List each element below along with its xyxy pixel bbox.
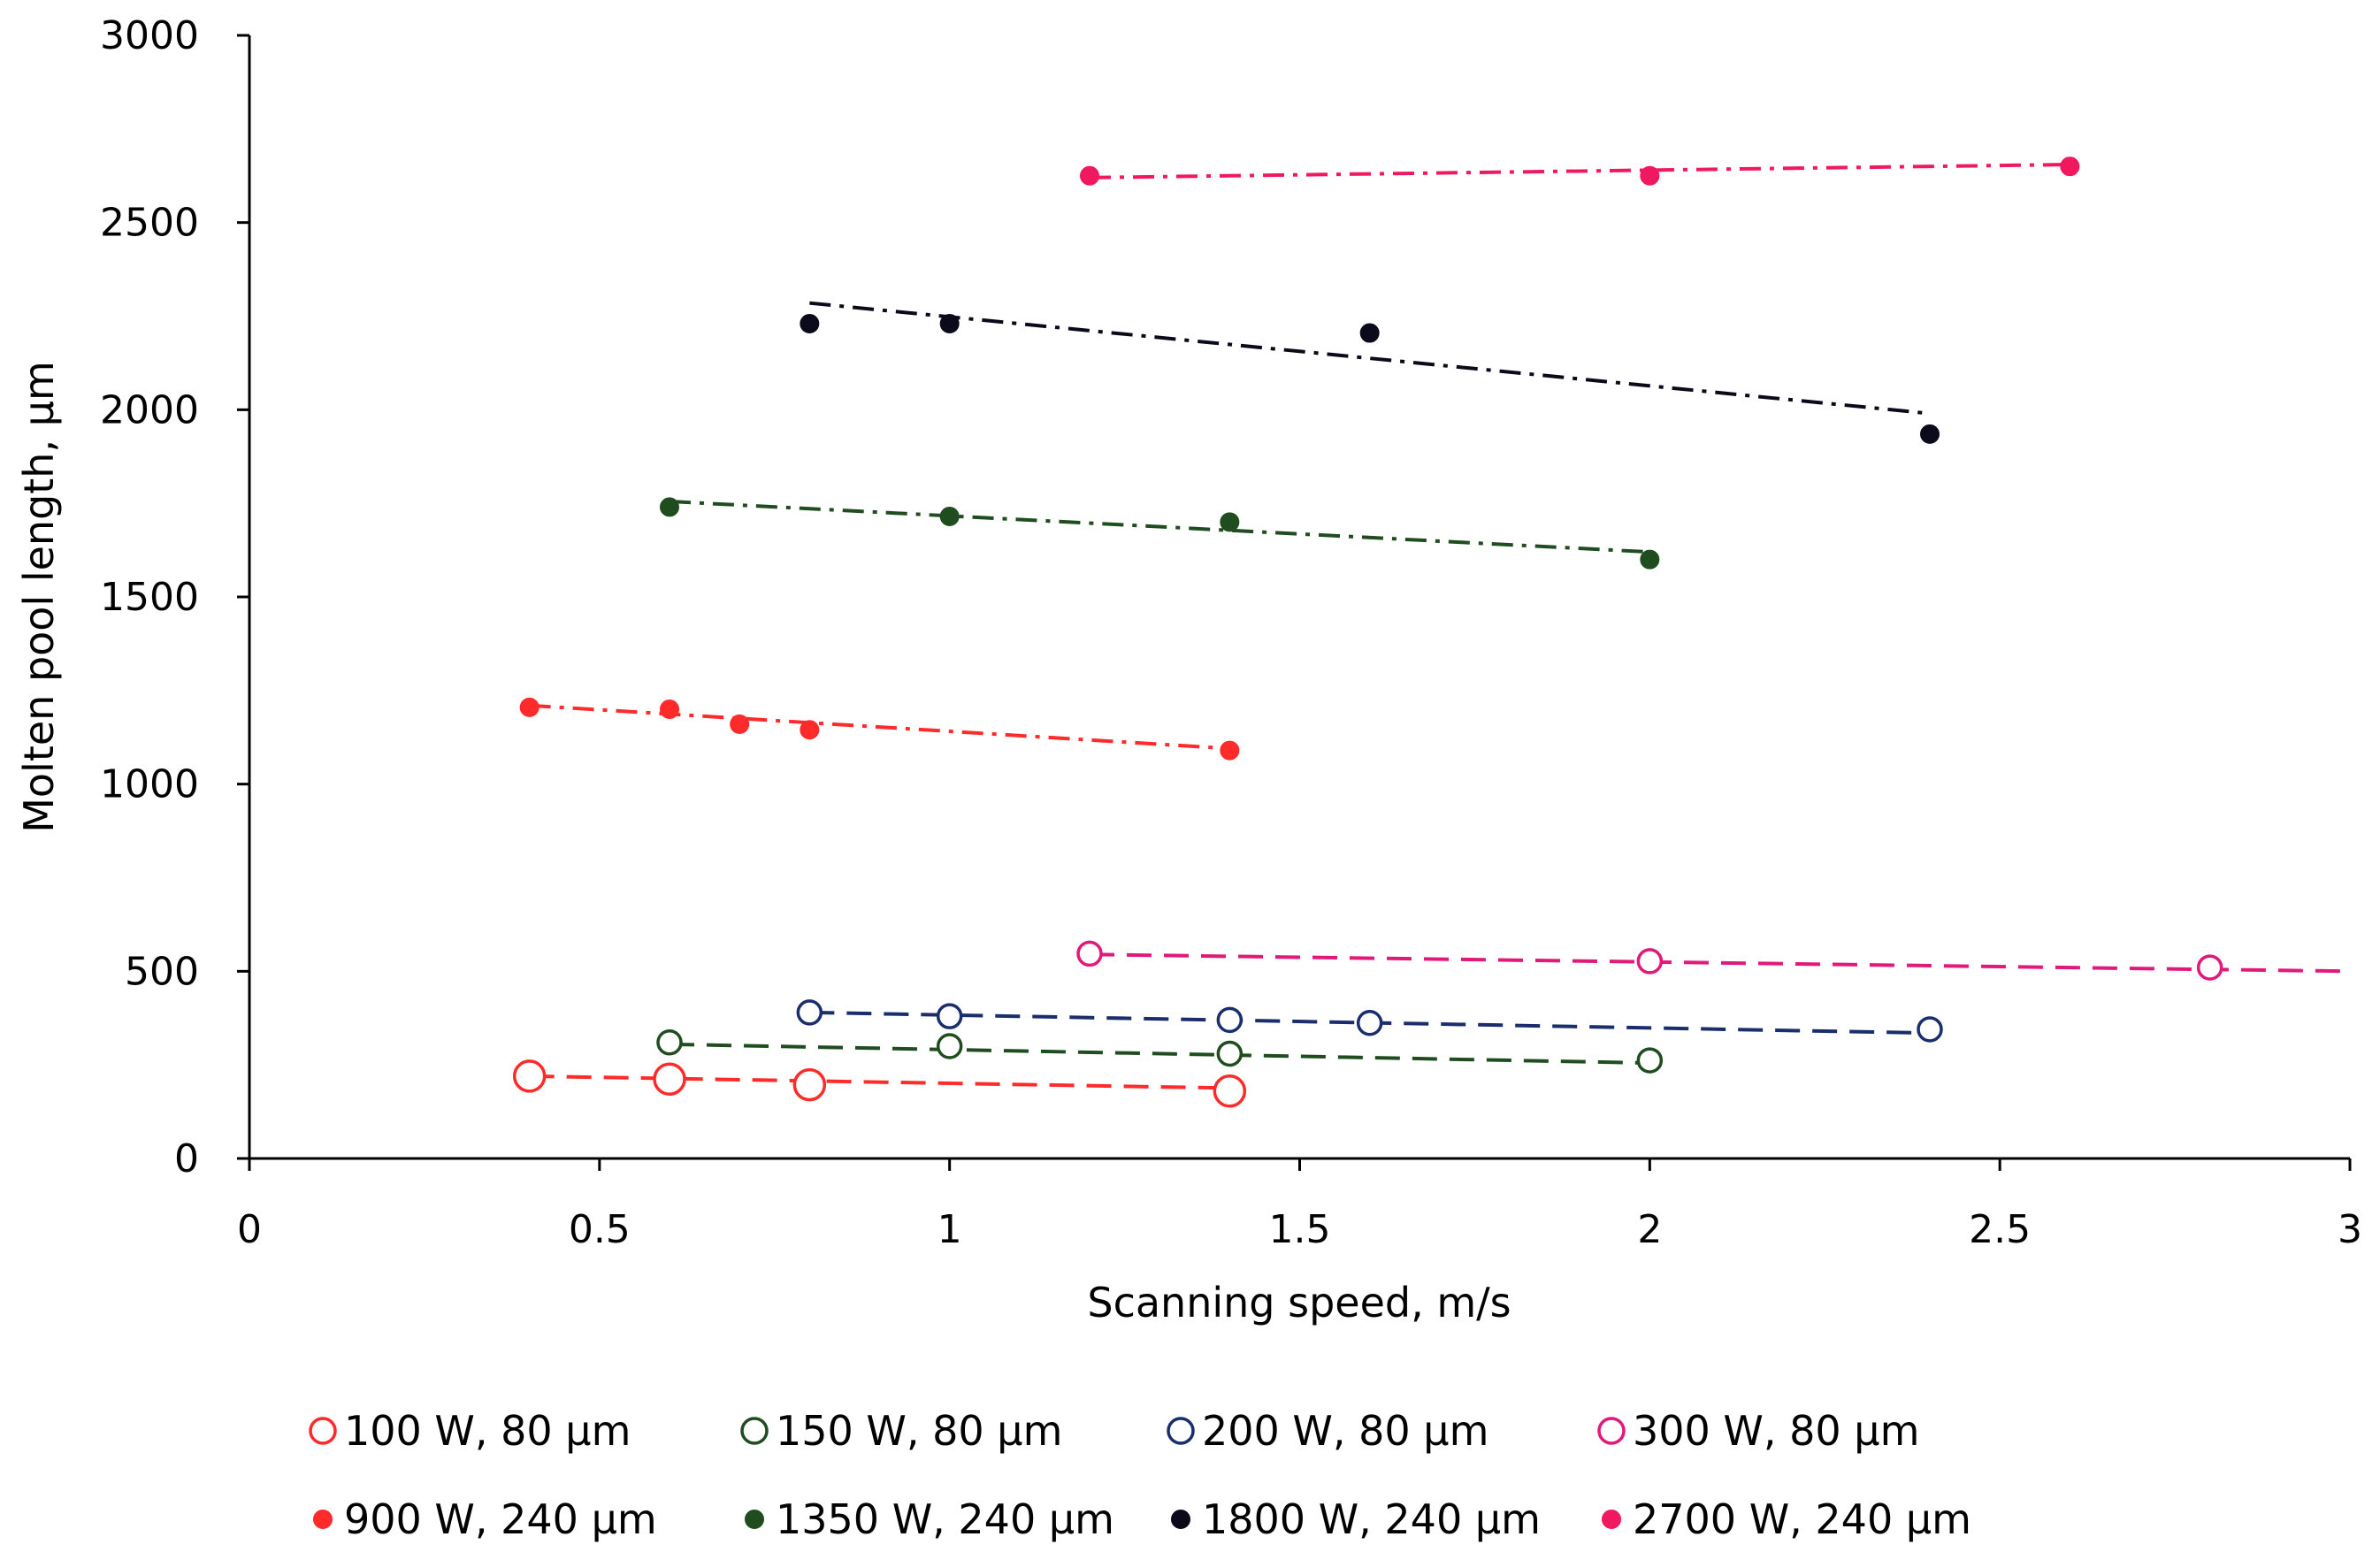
trendline bbox=[529, 1074, 1230, 1090]
data-point bbox=[1216, 1006, 1244, 1034]
x-ticks: 0 0.5 1 1.5 2 2.5 3 bbox=[237, 1158, 2362, 1252]
trendline bbox=[1089, 163, 2070, 180]
x-tick-label: 0 bbox=[237, 1207, 262, 1252]
data-point bbox=[519, 697, 540, 717]
x-tick-label: 1.5 bbox=[1269, 1207, 1331, 1252]
data-point bbox=[800, 720, 820, 740]
legend-label: 300 W, 80 µm bbox=[1633, 1407, 1919, 1455]
legend-marker bbox=[1171, 1510, 1190, 1529]
legend-marker bbox=[1167, 1417, 1195, 1445]
x-axis-title: Scanning speed, m/s bbox=[1087, 1279, 1511, 1326]
data-point bbox=[1220, 740, 1240, 761]
legend-label: 100 W, 80 µm bbox=[344, 1407, 631, 1455]
legend-marker bbox=[313, 1510, 333, 1529]
data-point bbox=[1920, 424, 1940, 444]
data-point bbox=[936, 1003, 963, 1029]
trendline bbox=[809, 301, 1931, 416]
y-axis-title: Molten pool length, µm bbox=[15, 361, 63, 833]
data-point bbox=[653, 1062, 686, 1097]
data-point bbox=[939, 313, 960, 333]
data-point bbox=[1220, 512, 1240, 532]
data-point bbox=[2060, 157, 2080, 177]
trendline bbox=[669, 1042, 1650, 1066]
legend-marker bbox=[740, 1417, 769, 1445]
legend-label: 150 W, 80 µm bbox=[776, 1407, 1062, 1455]
y-tick-label: 0 bbox=[174, 1136, 199, 1181]
trendlines bbox=[529, 163, 2351, 1090]
data-point bbox=[1640, 165, 1660, 186]
data-point bbox=[656, 1029, 683, 1056]
data-point bbox=[1076, 940, 1103, 967]
data-point bbox=[512, 1059, 547, 1093]
legend-marker bbox=[1597, 1417, 1626, 1445]
data-point bbox=[2196, 954, 2223, 981]
trendline bbox=[669, 500, 1650, 554]
data-point bbox=[1216, 1040, 1244, 1067]
legend-marker bbox=[745, 1510, 764, 1529]
y-tick-label: 2000 bbox=[100, 387, 199, 432]
data-point bbox=[660, 497, 679, 517]
legend-label: 900 W, 240 µm bbox=[344, 1495, 657, 1543]
x-tick-label: 0.5 bbox=[569, 1207, 631, 1252]
trendline bbox=[529, 703, 1230, 751]
y-tick-label: 1500 bbox=[100, 575, 199, 620]
legend: 100 W, 80 µm 150 W, 80 µm 200 W, 80 µm 300 … bbox=[309, 1407, 1971, 1543]
legend-marker bbox=[1602, 1510, 1621, 1529]
axes bbox=[248, 35, 2350, 1160]
data-point bbox=[939, 506, 960, 526]
x-tick-label: 1 bbox=[937, 1207, 962, 1252]
data-point bbox=[792, 1067, 827, 1102]
data-point bbox=[796, 999, 823, 1026]
y-tick-label: 3000 bbox=[100, 13, 199, 58]
legend-marker bbox=[309, 1417, 337, 1445]
data-point bbox=[1636, 1047, 1664, 1074]
data-point bbox=[1356, 1010, 1383, 1036]
legend-label: 200 W, 80 µm bbox=[1202, 1407, 1488, 1455]
x-tick-label: 2 bbox=[1637, 1207, 1662, 1252]
data-point bbox=[1917, 1016, 1943, 1043]
data-point bbox=[730, 714, 750, 734]
data-point bbox=[1080, 165, 1099, 186]
data-point bbox=[1640, 549, 1660, 570]
y-ticks: 0 500 1000 1500 2000 2500 3000 bbox=[100, 13, 249, 1181]
legend-label: 2700 W, 240 µm bbox=[1633, 1495, 1971, 1543]
trendline bbox=[1089, 952, 2351, 974]
y-tick-label: 1000 bbox=[100, 762, 199, 807]
data-point bbox=[1359, 323, 1380, 343]
data-point bbox=[800, 313, 820, 333]
x-tick-label: 2.5 bbox=[1969, 1207, 2031, 1252]
y-tick-label: 2500 bbox=[100, 201, 199, 246]
data-point bbox=[1636, 948, 1664, 975]
data-point bbox=[660, 700, 679, 719]
data-point bbox=[1213, 1074, 1247, 1108]
data-point bbox=[936, 1033, 963, 1059]
legend-label: 1800 W, 240 µm bbox=[1202, 1495, 1541, 1543]
y-tick-label: 500 bbox=[125, 949, 199, 994]
x-tick-label: 3 bbox=[2338, 1207, 2362, 1252]
legend-label: 1350 W, 240 µm bbox=[776, 1495, 1114, 1543]
data-points bbox=[512, 157, 2223, 1108]
